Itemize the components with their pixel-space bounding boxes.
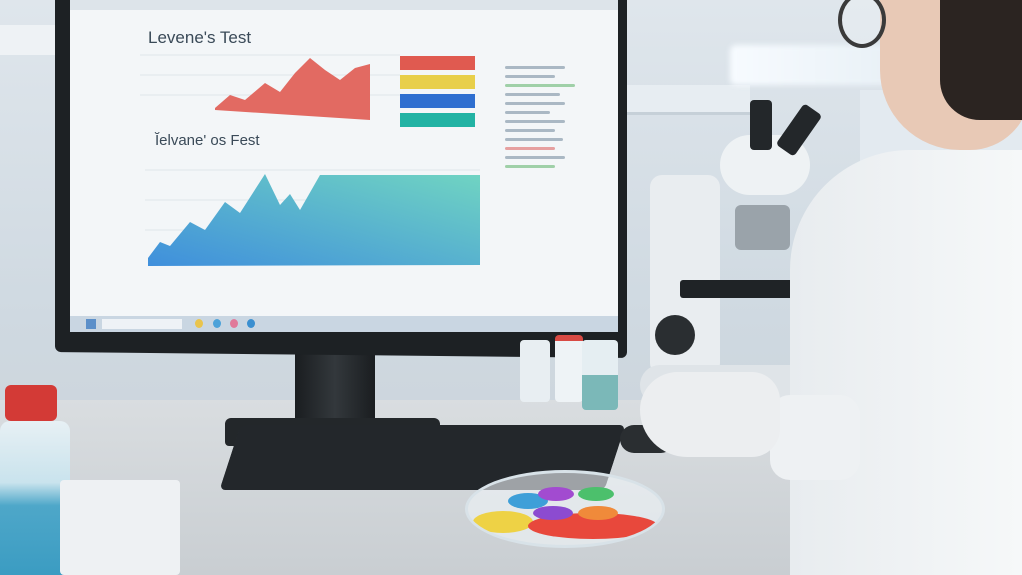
shelf bbox=[610, 85, 750, 115]
chart2-title: Ĭelvane' os Fest bbox=[155, 132, 260, 149]
blue-area-chart bbox=[145, 169, 480, 266]
start-icon[interactable] bbox=[86, 319, 96, 329]
monitor-screen: Levene's Test Ĭelvane' os Fest bbox=[70, 0, 618, 332]
taskbar-app-icon[interactable] bbox=[213, 319, 221, 328]
legend-bar-yellow bbox=[400, 75, 475, 89]
taskbar-search[interactable] bbox=[102, 319, 182, 329]
reagent-bottle bbox=[0, 385, 70, 575]
scientist bbox=[770, 0, 1022, 575]
blue-area bbox=[148, 174, 480, 266]
sample-bottles bbox=[520, 330, 620, 410]
red-area bbox=[215, 58, 370, 120]
ceiling-light bbox=[730, 45, 900, 85]
legend-bar-teal bbox=[400, 113, 475, 127]
test-tube-rack bbox=[60, 480, 180, 575]
legend-bar-blue bbox=[400, 94, 475, 108]
monitor-stand bbox=[295, 345, 375, 430]
legend-bar-red bbox=[400, 56, 475, 70]
taskbar-app-icon[interactable] bbox=[247, 319, 255, 328]
gloved-hand bbox=[640, 372, 780, 457]
chart1-title: Levene's Test bbox=[148, 28, 252, 47]
legend bbox=[400, 56, 475, 127]
taskbar bbox=[70, 316, 618, 332]
shelf bbox=[0, 25, 60, 55]
taskbar-app-icon[interactable] bbox=[230, 319, 238, 328]
taskbar-app-icon[interactable] bbox=[195, 319, 203, 328]
red-area-chart bbox=[140, 54, 400, 120]
side-panel bbox=[505, 60, 605, 174]
bottle-cap bbox=[5, 385, 57, 421]
glasses bbox=[838, 0, 886, 48]
petri-dish bbox=[465, 470, 665, 548]
app-toolbar bbox=[70, 0, 618, 10]
